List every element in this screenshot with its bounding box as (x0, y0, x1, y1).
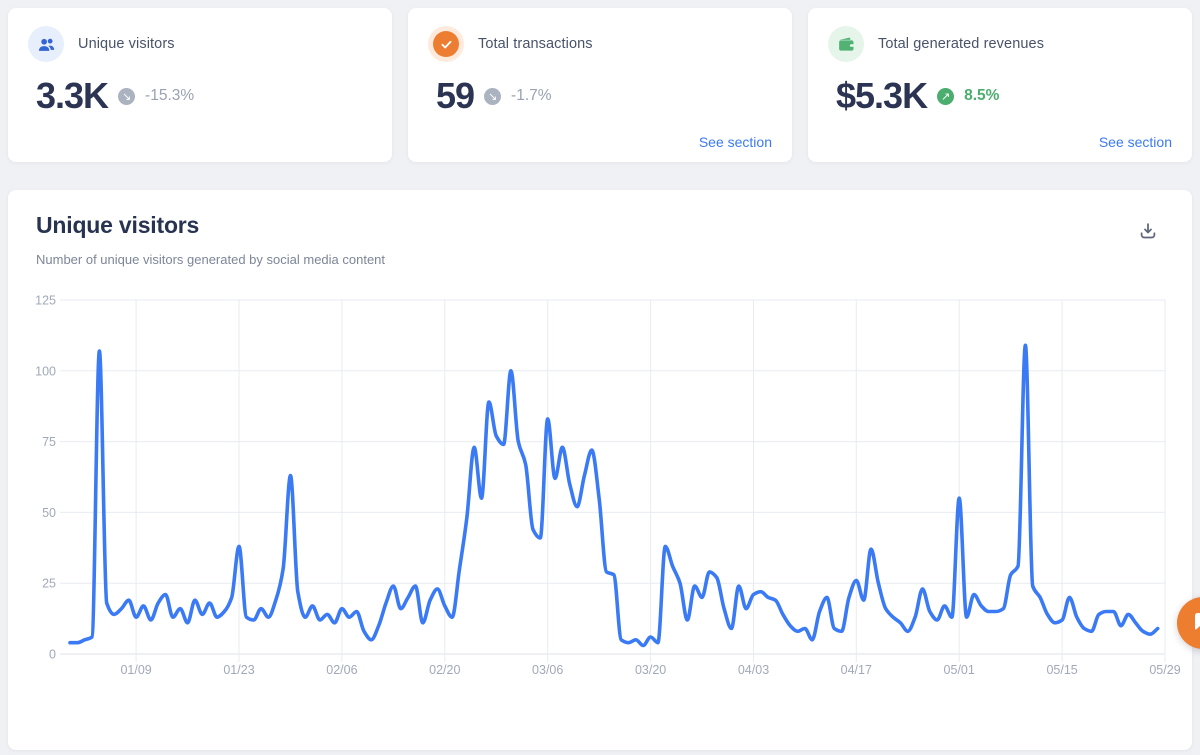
chart-title: Unique visitors (36, 212, 200, 238)
card-header: Total transactions (428, 26, 772, 62)
see-section-link[interactable]: See section (698, 134, 772, 150)
line-chart: 0 25 50 75 100 125 01/09 01/23 02/06 02/20 03/06 03… (8, 190, 1192, 750)
card-title: Total transactions (478, 36, 593, 52)
x-axis-label: 01/23 (223, 663, 254, 677)
x-axis-label: 03/06 (532, 663, 563, 677)
x-axis-label: 02/06 (326, 663, 357, 677)
y-axis-label: 125 (35, 294, 56, 308)
x-axis-label: 01/09 (120, 663, 151, 677)
users-icon (28, 26, 64, 62)
y-axis-label: 75 (42, 435, 56, 449)
card-value: 59 (436, 75, 475, 116)
card-value: $5.3K (836, 75, 928, 116)
chart-subtitle: Number of unique visitors generated by s… (36, 252, 386, 267)
card-title: Total generated revenues (878, 36, 1045, 52)
x-axis-label: 05/01 (944, 663, 975, 677)
trend-down-icon: ↘ (484, 87, 502, 105)
x-axis-label: 05/29 (1149, 663, 1180, 677)
wallet-icon (828, 26, 864, 62)
x-axis-label: 04/03 (738, 663, 769, 677)
chart-line (68, 343, 1160, 648)
y-axis-label: 100 (35, 364, 56, 378)
card-header: Total generated revenues (828, 26, 1172, 62)
download-icon[interactable] (1136, 220, 1160, 244)
chat-widget-button[interactable] (1177, 597, 1200, 649)
kpi-card-total-revenues: Total generated revenues $5.3K ↗ 8.5% Se… (808, 8, 1192, 162)
x-axis-label: 02/20 (429, 663, 460, 677)
chat-bubble-icon (1191, 610, 1200, 637)
check-icon (428, 26, 464, 62)
trend-up-icon: ↗ (937, 87, 955, 105)
card-value: 3.3K (36, 75, 109, 116)
kpi-card-total-transactions: Total transactions 59 ↘ -1.7% See sectio… (408, 8, 792, 162)
x-axis-label: 04/17 (841, 663, 872, 677)
card-change: -1.7% (511, 87, 552, 104)
see-section-link[interactable]: See section (1098, 134, 1172, 150)
x-axis-label: 03/20 (635, 663, 666, 677)
y-axis-label: 25 (42, 577, 56, 591)
trend-down-icon: ↘ (118, 87, 136, 105)
card-change: 8.5% (964, 87, 1000, 104)
card-header: Unique visitors (28, 26, 372, 62)
card-title: Unique visitors (78, 36, 175, 52)
unique-visitors-chart-panel: Unique visitors Number of unique visitor… (8, 190, 1192, 750)
x-axis-label: 05/15 (1046, 663, 1077, 677)
kpi-card-unique-visitors: Unique visitors 3.3K ↘ -15.3% (8, 8, 392, 162)
card-change: -15.3% (145, 87, 195, 104)
y-axis-label: 50 (42, 506, 56, 520)
y-axis-label: 0 (49, 648, 56, 662)
